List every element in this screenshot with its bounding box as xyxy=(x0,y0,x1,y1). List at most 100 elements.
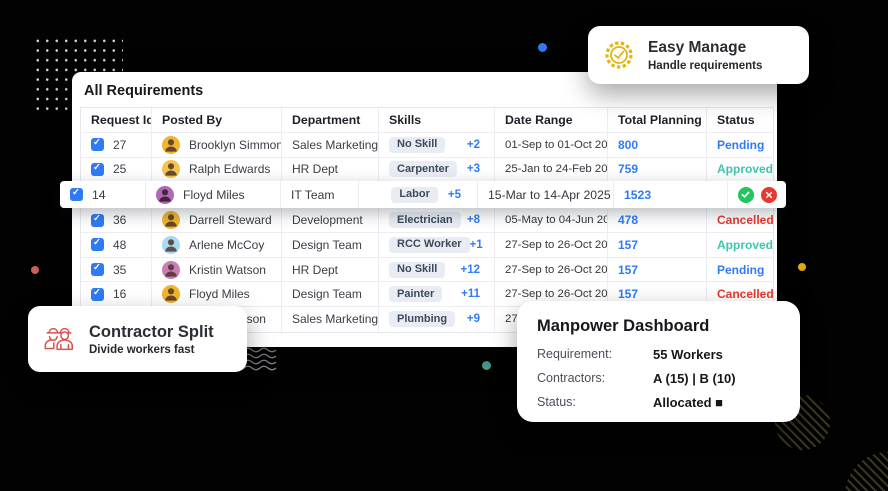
department-cell: Sales Marketing xyxy=(282,306,379,332)
col-header-posted-by: Posted By xyxy=(152,108,282,132)
avatar xyxy=(162,211,180,230)
total-planning-cell: 157 xyxy=(608,233,707,257)
row-checkbox[interactable] xyxy=(91,162,104,176)
row-checkbox[interactable] xyxy=(91,237,104,252)
avatar xyxy=(156,185,174,204)
workers-icon xyxy=(40,322,78,356)
dashboard-value: Allocated ■ xyxy=(653,395,723,410)
posted-by-name: Kristin Watson xyxy=(189,262,266,277)
blue-dot-decoration xyxy=(538,43,547,52)
red-dot-decoration xyxy=(31,266,39,274)
posted-by-name: Floyd Miles xyxy=(189,287,250,302)
table-row[interactable]: 27 Brooklyn Simmons Sales Marketing No S… xyxy=(81,133,773,158)
dashboard-row: Requirement: 55 Workers xyxy=(537,347,780,362)
requirements-table: Request Id Posted By Department Skills D… xyxy=(80,107,774,333)
approve-button[interactable] xyxy=(737,186,754,203)
skill-badge: Painter xyxy=(389,286,443,303)
request-id: 48 xyxy=(113,237,127,252)
posted-by-name: Floyd Miles xyxy=(183,187,245,202)
table-row[interactable]: 35 Kristin Watson HR Dept No Skill +12 27… xyxy=(81,257,773,283)
request-id: 36 xyxy=(113,213,127,228)
skill-extra-count[interactable]: +3 xyxy=(466,163,480,176)
request-id: 35 xyxy=(113,262,127,277)
card-subtitle: Divide workers fast xyxy=(89,344,195,357)
skill-badge: No Skill xyxy=(389,136,446,153)
skill-badge: Labor xyxy=(391,186,438,203)
row-checkbox[interactable] xyxy=(91,287,104,301)
department-cell: HR Dept xyxy=(282,157,379,182)
col-header-total-planning: Total Planning xyxy=(608,108,707,132)
striped-circle-decoration xyxy=(845,452,888,491)
avatar xyxy=(162,160,180,179)
skill-badge: Carpenter xyxy=(389,161,457,178)
col-header-date-range: Date Range xyxy=(495,108,608,132)
total-planning-cell: 800 xyxy=(608,133,707,157)
skill-extra-count[interactable]: +2 xyxy=(466,138,480,151)
total-planning-cell: 157 xyxy=(608,257,707,282)
dashboard-label: Status: xyxy=(537,395,576,409)
card-title: Manpower Dashboard xyxy=(537,317,710,335)
date-range-cell: 15-Mar to 14-Apr 2025 xyxy=(478,181,614,208)
department-cell: Design Team xyxy=(282,282,379,306)
dashboard-value: 55 Workers xyxy=(653,347,723,362)
request-id: 25 xyxy=(113,162,127,177)
total-planning-cell: 157 xyxy=(608,282,707,306)
card-title: Easy Manage xyxy=(648,39,747,57)
skill-extra-count[interactable]: +8 xyxy=(466,214,480,227)
reject-button[interactable] xyxy=(760,186,777,203)
total-planning-cell: 1523 xyxy=(614,181,728,208)
request-id: 16 xyxy=(113,287,127,302)
row-checkbox[interactable] xyxy=(91,137,104,152)
status-cell: Approved xyxy=(717,162,773,177)
posted-by-name: Arlene McCoy xyxy=(189,237,265,252)
col-header-department: Department xyxy=(282,108,379,132)
date-range-cell: 05-May to 04-Jun 2025 xyxy=(495,208,608,233)
skill-badge: No Skill xyxy=(389,261,446,278)
skill-extra-count[interactable]: +9 xyxy=(466,313,480,326)
date-range-cell: 27-Sep to 26-Oct 2025 xyxy=(495,233,608,257)
status-cell: Cancelled xyxy=(717,287,773,302)
avatar xyxy=(162,135,180,154)
table-row[interactable]: 16 Floyd Miles Design Team Painter +11 27… xyxy=(81,282,773,307)
total-planning-cell: 759 xyxy=(608,157,707,182)
dashboard-label: Requirement: xyxy=(537,347,613,361)
table-row[interactable]: 48 Arlene McCoy Design Team RCC Worker+1… xyxy=(81,233,773,258)
dashboard-value: A (15) | B (10) xyxy=(653,371,736,386)
skill-badge: Plumbing xyxy=(389,311,456,328)
skill-extra-count[interactable]: +5 xyxy=(447,188,461,201)
col-header-skills: Skills xyxy=(379,108,495,132)
date-range-cell: 25-Jan to 24-Feb 2025 xyxy=(495,157,608,182)
table-row[interactable]: 36 Darrell Steward Development Electrici… xyxy=(81,208,773,234)
department-cell: Sales Marketing xyxy=(282,133,379,157)
dashboard-row: Contractors: A (15) | B (10) xyxy=(537,371,780,386)
status-cell: Approved xyxy=(717,237,773,252)
department-cell: Design Team xyxy=(282,233,379,257)
dashboard-label: Contractors: xyxy=(537,371,606,385)
date-range-cell: 27-Sep to 26-Oct 2025 xyxy=(495,282,608,306)
yellow-dot-decoration xyxy=(798,263,806,271)
skill-badge: Electrician xyxy=(389,212,461,229)
avatar xyxy=(162,260,180,279)
table-row[interactable]: 25 Ralph Edwards HR Dept Carpenter +3 25-… xyxy=(81,157,773,183)
status-cell: Pending xyxy=(717,137,765,152)
posted-by-name: Ralph Edwards xyxy=(189,162,271,177)
department-cell: Development xyxy=(282,208,379,233)
table-header-row: Request Id Posted By Department Skills D… xyxy=(81,108,773,133)
col-header-status: Status xyxy=(717,113,755,127)
card-subtitle: Handle requirements xyxy=(648,59,763,72)
badge-check-icon xyxy=(602,38,636,72)
department-cell: IT Team xyxy=(281,181,359,208)
request-id: 14 xyxy=(92,187,106,202)
total-planning-cell: 478 xyxy=(608,208,707,233)
skill-extra-count[interactable]: +12 xyxy=(460,263,480,276)
row-checkbox[interactable] xyxy=(91,262,104,277)
row-checkbox[interactable] xyxy=(91,213,104,227)
selected-table-row[interactable]: 14 Floyd Miles IT Team Labor +5 15-Mar to… xyxy=(60,181,786,208)
row-checkbox[interactable] xyxy=(70,187,83,201)
date-range-cell: 27-Sep to 26-Oct 2025 xyxy=(495,257,608,282)
dashboard-row: Status: Allocated ■ xyxy=(537,395,780,410)
contractor-split-card: Contractor Split Divide workers fast xyxy=(28,306,247,372)
posted-by-name: Brooklyn Simmons xyxy=(189,137,282,152)
skill-extra-count[interactable]: +11 xyxy=(461,288,480,301)
skill-extra-count[interactable]: +1 xyxy=(469,238,483,251)
